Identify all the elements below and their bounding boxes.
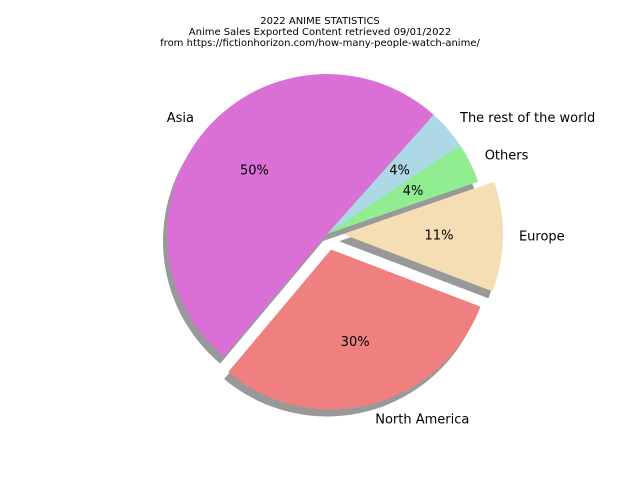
slice-pct-the-rest-of-the-world: 4% xyxy=(389,164,410,179)
slice-europe xyxy=(342,181,503,292)
slice-pct-north-america: 30% xyxy=(341,335,370,350)
slice-the-rest-of-the-world xyxy=(327,114,461,234)
slice-asia xyxy=(167,74,434,357)
slice-pct-others: 4% xyxy=(403,184,424,199)
slice-label-north-america: North America xyxy=(375,412,469,427)
slice-label-others: Others xyxy=(485,148,529,163)
slice-pct-europe: 11% xyxy=(425,228,454,243)
pie-slice-layer xyxy=(167,74,503,410)
slice-north-america xyxy=(228,249,481,410)
slice-pct-asia: 50% xyxy=(240,164,269,179)
chart-subtitle-line-2: from https://fictionhorizon.com/how-many… xyxy=(160,38,480,49)
chart-title: 2022 ANIME STATISTICS xyxy=(260,16,380,27)
slice-label-the-rest-of-the-world: The rest of the world xyxy=(459,111,595,126)
slice-label-europe: Europe xyxy=(519,230,565,245)
pie-label-layer: North America 30% Europe 11% Others 4% The res… xyxy=(167,111,596,427)
slice-others xyxy=(327,145,479,234)
chart-subtitle-line-1: Anime Sales Exported Content retrieved 0… xyxy=(188,27,452,38)
slice-label-asia: Asia xyxy=(167,111,194,126)
